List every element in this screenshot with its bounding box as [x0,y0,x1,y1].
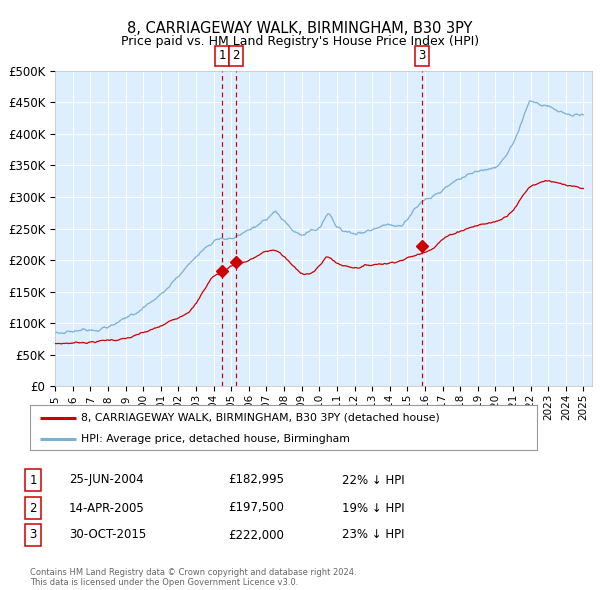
Text: 8, CARRIAGEWAY WALK, BIRMINGHAM, B30 3PY: 8, CARRIAGEWAY WALK, BIRMINGHAM, B30 3PY [127,21,473,35]
Text: 3: 3 [418,50,425,63]
Text: £197,500: £197,500 [228,502,284,514]
Text: 1: 1 [29,474,37,487]
Text: 14-APR-2005: 14-APR-2005 [69,502,145,514]
Text: 23% ↓ HPI: 23% ↓ HPI [342,529,404,542]
Text: £182,995: £182,995 [228,474,284,487]
Text: Contains HM Land Registry data © Crown copyright and database right 2024.
This d: Contains HM Land Registry data © Crown c… [30,568,356,587]
Text: 2: 2 [233,50,240,63]
Text: HPI: Average price, detached house, Birmingham: HPI: Average price, detached house, Birm… [80,434,350,444]
Text: 19% ↓ HPI: 19% ↓ HPI [342,502,404,514]
Text: 8, CARRIAGEWAY WALK, BIRMINGHAM, B30 3PY (detached house): 8, CARRIAGEWAY WALK, BIRMINGHAM, B30 3PY… [80,413,439,422]
Text: 22% ↓ HPI: 22% ↓ HPI [342,474,404,487]
Text: Price paid vs. HM Land Registry's House Price Index (HPI): Price paid vs. HM Land Registry's House … [121,35,479,48]
Text: 3: 3 [29,529,37,542]
Text: 2: 2 [29,502,37,514]
Text: 1: 1 [218,50,226,63]
Text: 25-JUN-2004: 25-JUN-2004 [69,474,143,487]
Text: £222,000: £222,000 [228,529,284,542]
Text: 30-OCT-2015: 30-OCT-2015 [69,529,146,542]
